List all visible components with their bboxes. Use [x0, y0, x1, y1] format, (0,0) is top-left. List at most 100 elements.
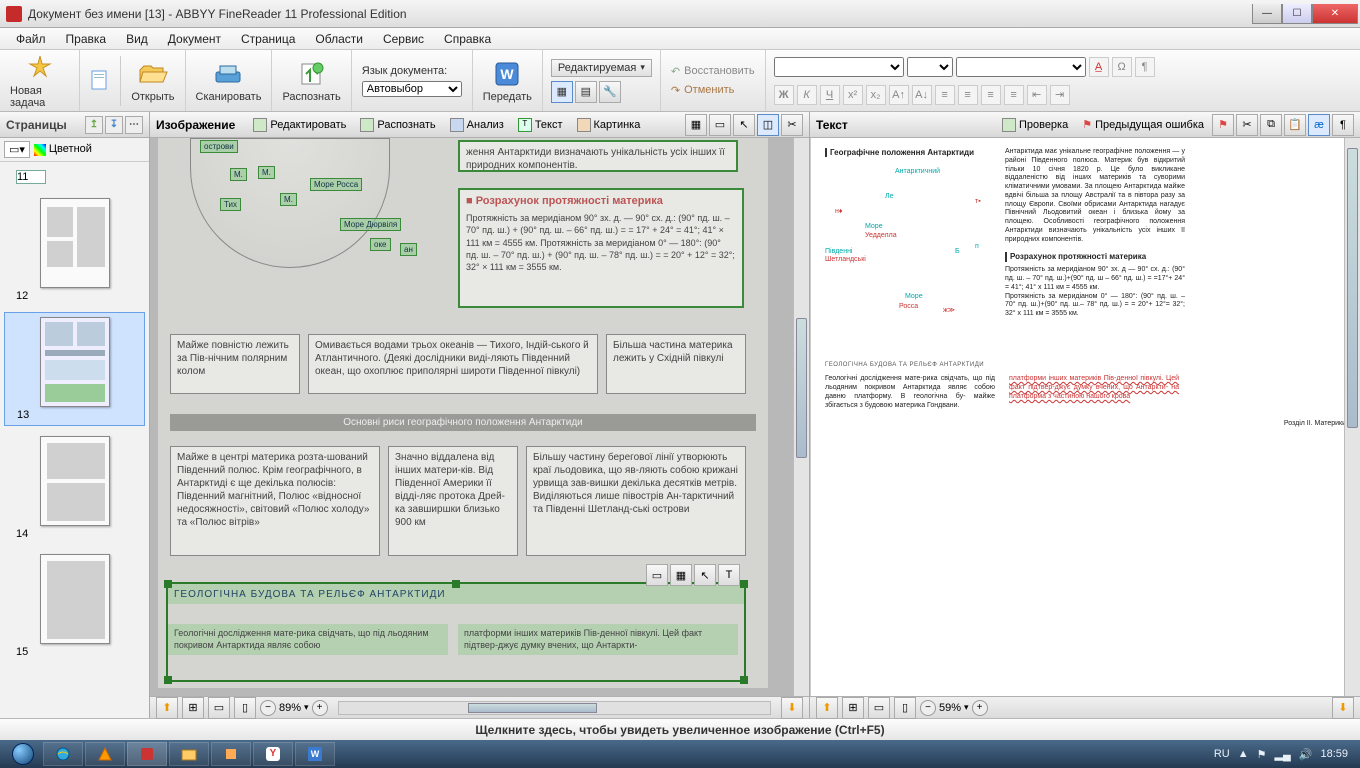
subscript-button[interactable]: x₂ — [866, 85, 886, 105]
area-tool-icon[interactable]: T — [718, 564, 740, 586]
next-error-icon[interactable]: ⚑ — [1212, 114, 1234, 136]
bold-button[interactable]: Ж — [774, 85, 794, 105]
paragraph-icon[interactable]: ¶ — [1135, 57, 1155, 77]
font-shrink-button[interactable]: A↓ — [912, 85, 932, 105]
fit-page-icon[interactable]: ▭ — [208, 697, 230, 719]
tray-network-icon[interactable]: ▂▄ — [1275, 748, 1291, 761]
new-task-button[interactable]: Новая задача — [0, 50, 80, 111]
thumbnail[interactable]: 15 — [4, 550, 145, 662]
analyze-button[interactable]: Анализ — [444, 115, 510, 135]
tool-pointer-icon[interactable]: ↖ — [733, 114, 755, 136]
zoom-in-button[interactable]: + — [972, 700, 988, 716]
text-block[interactable]: Майже повністю лежить за Пів-нічним поля… — [170, 334, 300, 394]
maximize-button[interactable]: ☐ — [1282, 4, 1312, 24]
task-ie-icon[interactable] — [43, 742, 83, 766]
page-number-input[interactable] — [16, 170, 46, 184]
zoom-out-button[interactable]: − — [920, 700, 936, 716]
text-vscrollbar[interactable] — [1344, 138, 1360, 696]
align-center-button[interactable]: ≡ — [958, 85, 978, 105]
expand-up-icon[interactable]: ⬆ — [816, 697, 838, 719]
area-tool-icon[interactable]: ↖ — [694, 564, 716, 586]
menu-document[interactable]: Документ — [158, 32, 231, 46]
restore-button[interactable]: ↶Восстановить — [671, 65, 755, 78]
highlight-icon[interactable]: A̲ — [1089, 57, 1109, 77]
align-right-button[interactable]: ≡ — [981, 85, 1001, 105]
area-tool-icon[interactable]: ▭ — [646, 564, 668, 586]
menu-page[interactable]: Страница — [231, 32, 305, 46]
layout-mode-2[interactable]: ▤ — [575, 81, 597, 103]
colormode-dropdown[interactable]: Цветной — [34, 143, 92, 155]
superscript-button[interactable]: x² — [843, 85, 863, 105]
font-size-select[interactable] — [907, 57, 953, 77]
check-button[interactable]: Проверка — [996, 115, 1074, 135]
thumbnail[interactable]: 12 — [4, 194, 145, 306]
tray-volume-icon[interactable]: 🔊 — [1299, 748, 1313, 761]
area-tool-icon[interactable]: ▦ — [670, 564, 692, 586]
expand-down-icon[interactable]: ⬇ — [1332, 697, 1354, 719]
paste-icon[interactable]: 📋 — [1284, 114, 1306, 136]
text-block[interactable]: Значно віддалена від інших матери-ків. В… — [388, 446, 518, 556]
fit-icon[interactable]: ▯ — [234, 697, 256, 719]
image-hscrollbar[interactable] — [338, 701, 771, 715]
tool-merge-icon[interactable]: ▭ — [709, 114, 731, 136]
menu-view[interactable]: Вид — [116, 32, 158, 46]
start-button[interactable] — [4, 740, 42, 768]
hint-bar[interactable]: Щелкните здесь, чтобы увидеть увеличенно… — [0, 718, 1360, 740]
minimize-button[interactable]: — — [1252, 4, 1282, 24]
cut-icon[interactable]: ✂ — [1236, 114, 1258, 136]
fit-width-icon[interactable]: ⊞ — [182, 697, 204, 719]
expand-up-icon[interactable]: ⬆ — [156, 697, 178, 719]
thumbnail-selected[interactable]: 13 — [4, 312, 145, 426]
font-grow-button[interactable]: A↑ — [889, 85, 909, 105]
close-button[interactable]: ✕ — [1312, 4, 1358, 24]
page-add-icon[interactable]: ↥ — [85, 116, 103, 134]
mode-dropdown[interactable]: Редактируемая — [551, 59, 652, 77]
expand-down-icon[interactable]: ⬇ — [781, 697, 803, 719]
fit-icon[interactable]: ⊞ — [842, 697, 864, 719]
underline-button[interactable]: Ч — [820, 85, 840, 105]
view-dropdown[interactable]: ▭▾ — [4, 141, 30, 158]
font-family-select[interactable] — [774, 57, 904, 77]
page-menu-icon[interactable]: ⋯ — [125, 116, 143, 134]
open-button[interactable]: Открыть — [121, 50, 185, 111]
task-explorer-icon[interactable] — [169, 742, 209, 766]
menu-help[interactable]: Справка — [434, 32, 501, 46]
style-select[interactable] — [956, 57, 1086, 77]
scan-button[interactable]: Сканировать — [186, 50, 273, 111]
task-word-icon[interactable]: W — [295, 742, 335, 766]
recognize-area-button[interactable]: Распознать — [354, 115, 441, 135]
send-button[interactable]: W Передать — [473, 50, 543, 111]
text-block[interactable]: Більшу частину берегової лінії утворюють… — [526, 446, 746, 556]
tray-flag-icon[interactable]: ▲ — [1238, 748, 1249, 760]
layout-mode-1[interactable]: ▦ — [551, 81, 573, 103]
layout-settings[interactable]: 🔧 — [599, 81, 621, 103]
thumbnail[interactable] — [4, 166, 145, 188]
zoom-in-button[interactable]: + — [312, 700, 328, 716]
show-para-icon[interactable]: ¶ — [1332, 114, 1354, 136]
lang-dropdown[interactable]: Автовыбор — [362, 81, 462, 97]
align-justify-button[interactable]: ≡ — [1004, 85, 1024, 105]
task-finereader-icon[interactable] — [127, 742, 167, 766]
image-view[interactable]: острови Море Росса Море Дюрвіля М. М. Ти… — [150, 138, 809, 696]
tray-action-icon[interactable]: ⚑ — [1257, 748, 1267, 761]
indent-inc-button[interactable]: ⇥ — [1050, 85, 1070, 105]
prev-error-button[interactable]: ⚑Предыдущая ошибка — [1076, 115, 1210, 134]
task-paint-icon[interactable] — [211, 742, 251, 766]
picture-area-button[interactable]: Картинка — [571, 115, 647, 135]
fit-icon[interactable]: ▯ — [894, 697, 916, 719]
text-block[interactable]: Більша частина материка лежить у Східній… — [606, 334, 746, 394]
text-block[interactable]: Майже в центрі материка розта-шований Пі… — [170, 446, 380, 556]
omega-icon[interactable]: Ω — [1112, 57, 1132, 77]
tool-crop-icon[interactable]: ✂ — [781, 114, 803, 136]
show-chars-icon[interactable]: æ — [1308, 114, 1330, 136]
menu-service[interactable]: Сервис — [373, 32, 434, 46]
page-down-icon[interactable]: ↧ — [105, 116, 123, 134]
edit-button[interactable]: Редактировать — [247, 115, 352, 135]
recognize-button[interactable]: Распознать — [272, 50, 351, 111]
text-area-button[interactable]: TТекст — [512, 115, 569, 135]
menu-edit[interactable]: Правка — [56, 32, 117, 46]
copy-icon[interactable]: ⧉ — [1260, 114, 1282, 136]
fit-icon[interactable]: ▭ — [868, 697, 890, 719]
text-block[interactable]: Омивається водами трьох океанів — Тихого… — [308, 334, 598, 394]
task-yandex-icon[interactable]: Y — [253, 742, 293, 766]
